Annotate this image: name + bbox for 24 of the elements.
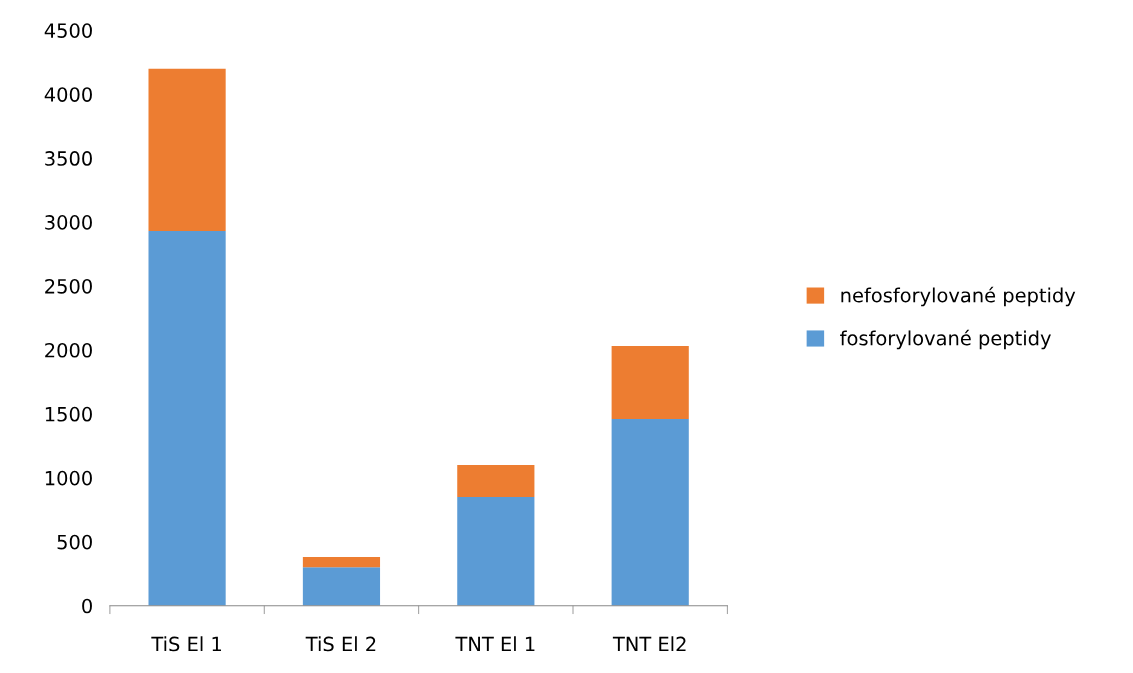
y-tick-label: 3000 [45,215,92,230]
y-tick-label: 1500 [45,406,92,422]
legend-label: nefosforylované peptidy [841,286,1076,307]
y-tick-label: 4500 [44,23,92,38]
bar [611,346,689,420]
y-tick-label: 500 [57,534,92,550]
bar [148,68,226,232]
y-tick-label: 0 [82,598,92,614]
bar [302,567,381,606]
bar [457,497,535,606]
x-tick-label: TNT El 1 [455,636,535,652]
bar [302,557,381,568]
x-tick-label: TNT El2 [612,636,686,652]
bar [611,419,689,606]
y-tick-label: 1000 [45,470,92,486]
x-tick-label: TiS El 1 [151,636,222,652]
y-tick-label: 4000 [44,87,92,102]
y-tick-label: 3500 [45,151,92,166]
legend-label: fosforylované peptidy [840,329,1051,350]
bar [457,465,535,498]
bar [148,231,226,606]
y-tick-label: 2500 [45,278,92,294]
x-tick-label: TiS El 2 [305,636,376,652]
y-tick-label: 2000 [45,342,92,358]
